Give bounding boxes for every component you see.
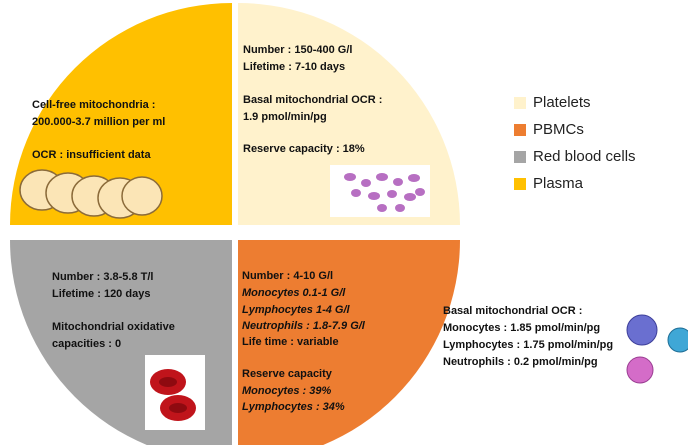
legend-label: Plasma [533,175,584,192]
quadrant-text: Number : 150-400 G/l [243,44,352,56]
legend-swatch [514,124,526,136]
quadrant-text: Lifetime : 7-10 days [243,61,345,73]
annotation-text: Neutrophils : 0.2 pmol/min/pg [443,356,598,368]
quadrant-text: Lifetime : 120 days [52,288,150,300]
quadrant-text: Lymphocytes 1-4 G/l [242,304,351,316]
legend-swatch [514,151,526,163]
platelets-image [330,165,430,217]
quadrant-text: Reserve capacity : 18% [243,143,365,155]
legend-swatch [514,178,526,190]
legend-label: Platelets [533,94,591,111]
quadrant-text: Mitochondrial oxidative [52,321,175,333]
legend-label: Red blood cells [533,148,636,165]
quadrant-text: Number : 4-10 G/l [242,270,333,282]
quadrant-text: Neutrophils : 1.8-7.9 G/l [242,320,366,332]
annotation-text: Lymphocytes : 1.75 pmol/min/pg [443,339,613,351]
legend-label: PBMCs [533,121,584,138]
quadrant-text: Monocytes 0.1-1 G/l [242,287,346,299]
quadrant-text: Life time : variable [242,336,339,348]
quadrant-text: Lymphocytes : 34% [242,401,345,413]
legend-swatch [514,97,526,109]
quadrant-text: Monocytes : 39% [242,385,331,397]
quadrant-text: OCR : insufficient data [32,149,151,161]
annotation-text: Monocytes : 1.85 pmol/min/pg [443,322,600,334]
quadrant-text: 200.000-3.7 million per ml [32,116,165,128]
quadrant-text: Number : 3.8-5.8 T/l [52,271,153,283]
diagram: Cell-free mitochondria : 200.000-3.7 mill… [0,0,688,445]
rbc-image [145,355,205,430]
quadrant-text: Reserve capacity [242,368,333,380]
annotation-text: Basal mitochondrial OCR : [443,305,582,317]
quadrant-text: Cell-free mitochondria : [32,99,155,111]
quadrant-text: Basal mitochondrial OCR : [243,94,382,106]
quadrant-text: 1.9 pmol/min/pg [243,111,327,123]
quadrant-text: capacities : 0 [52,338,121,350]
cells-image [627,315,688,383]
